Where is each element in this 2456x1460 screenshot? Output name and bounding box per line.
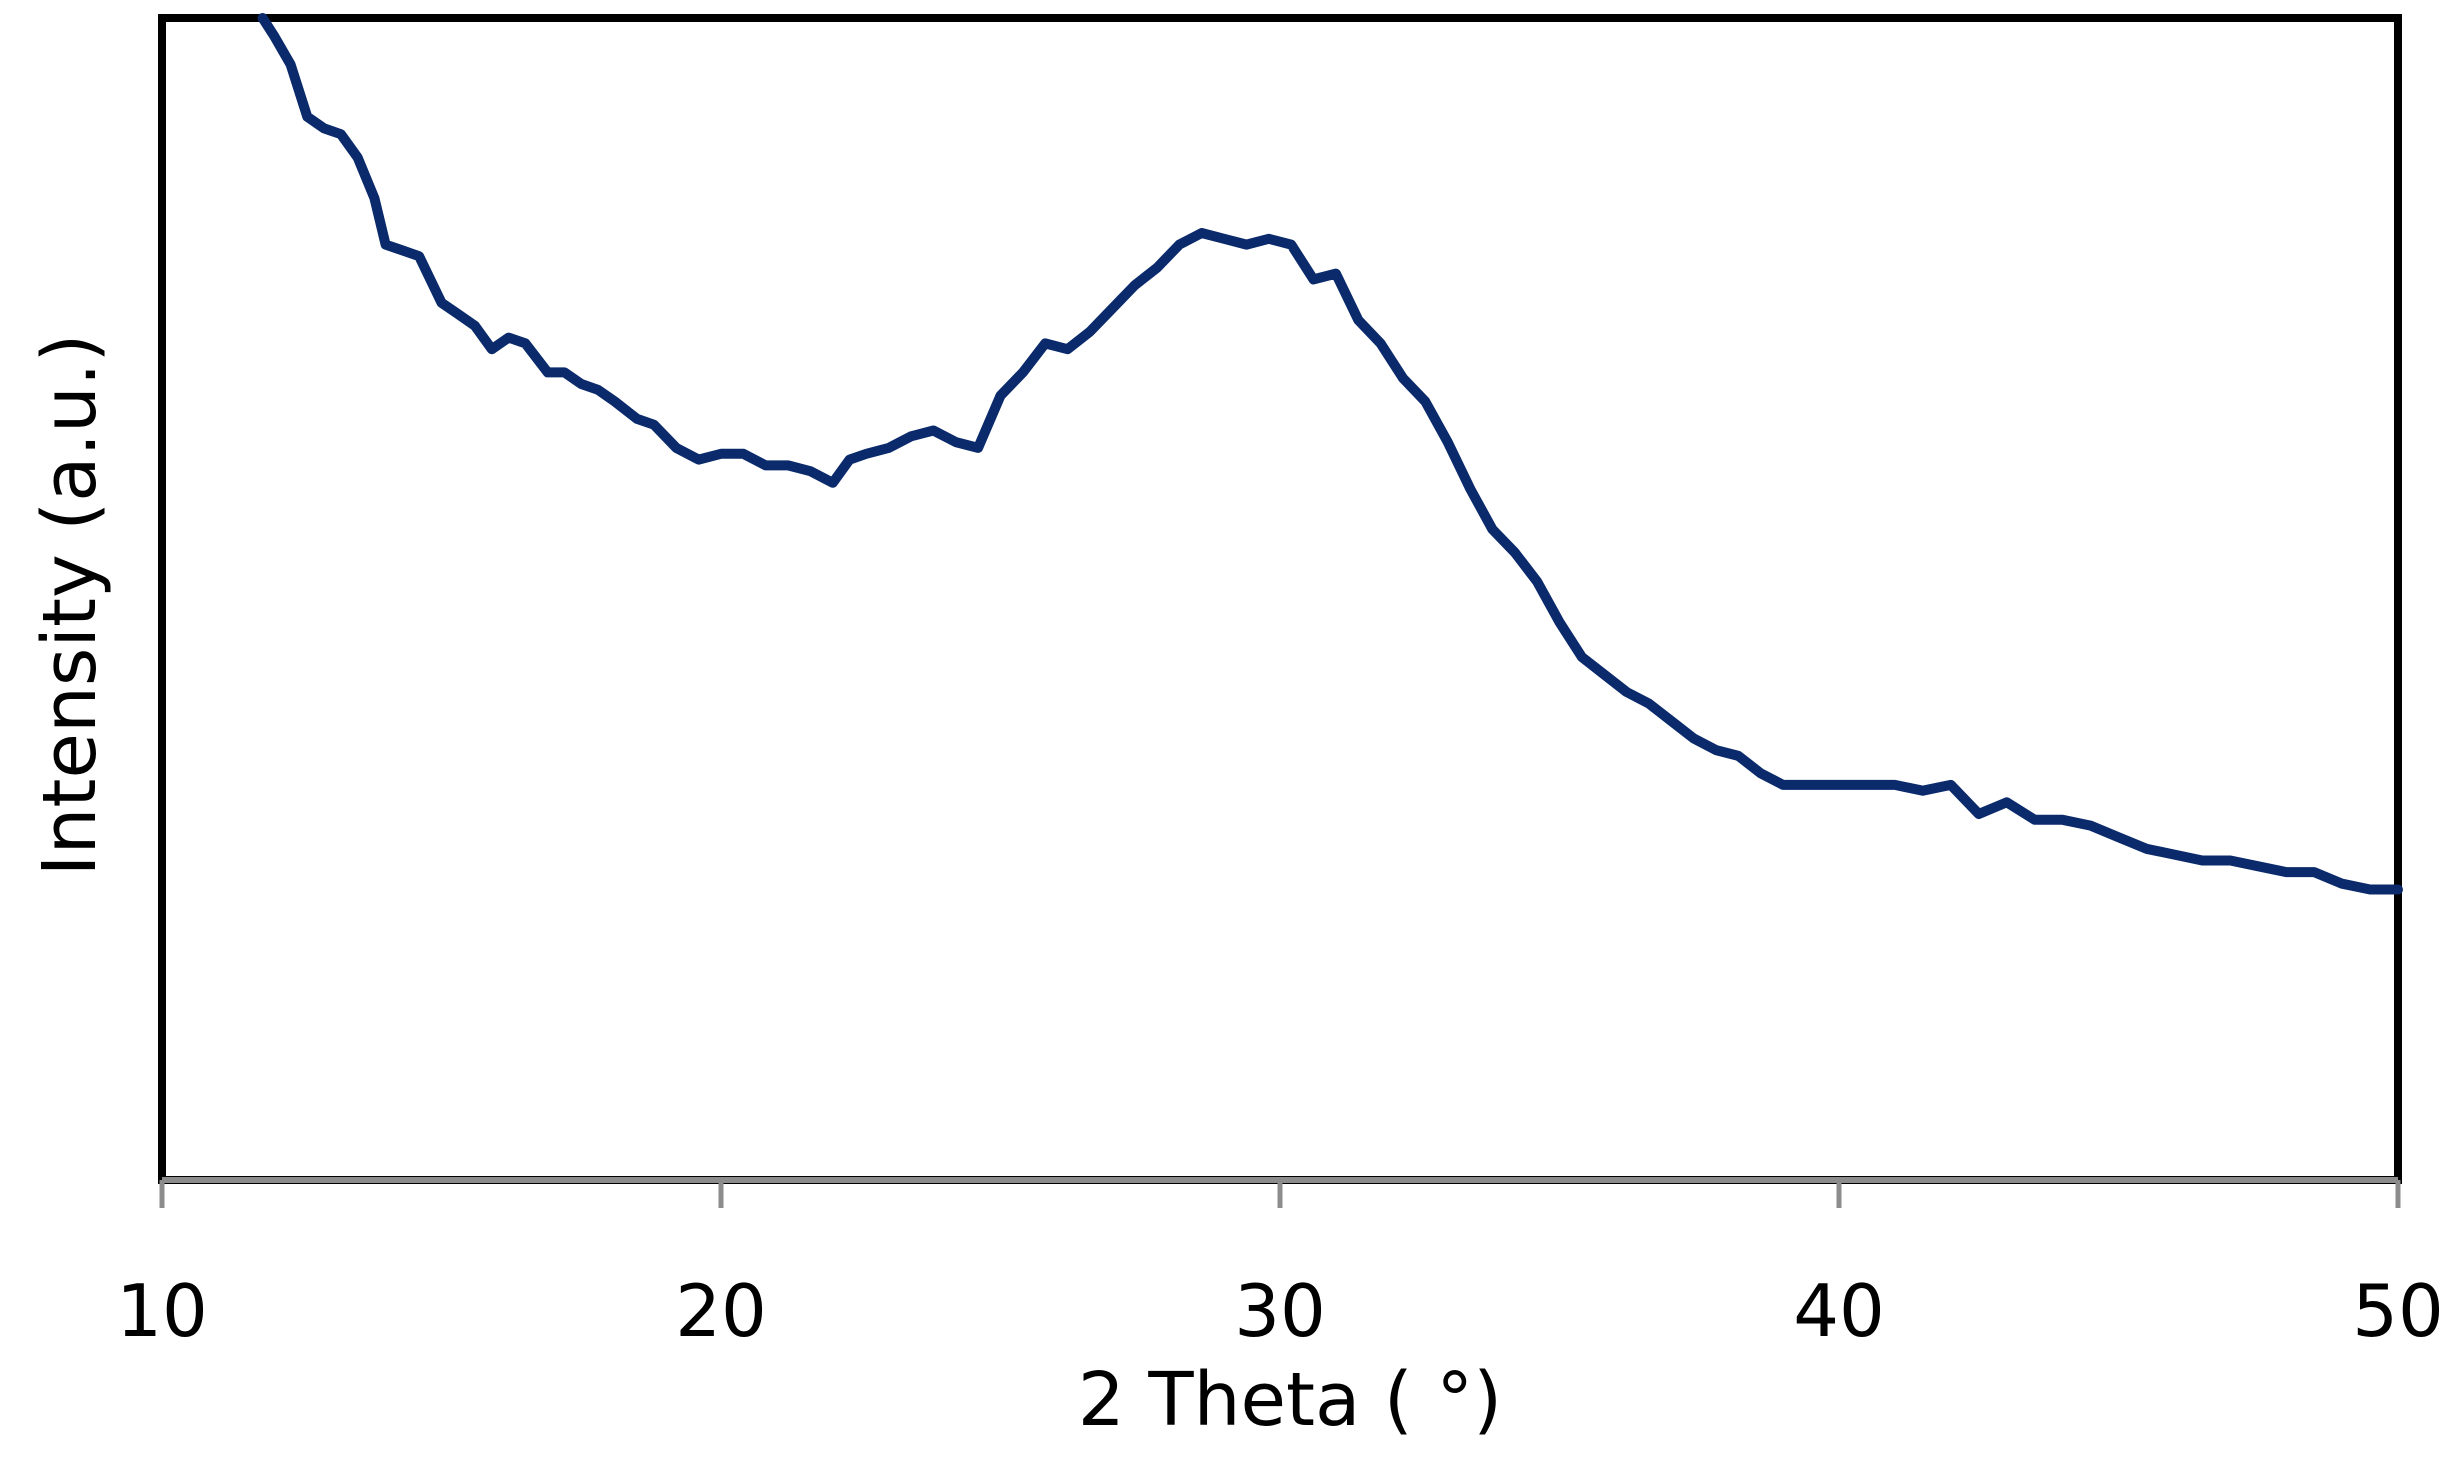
x-axis-label: 2 Theta ( °) (1078, 1357, 1502, 1443)
y-axis-label: Intensity (a.u.) (27, 334, 113, 877)
x-tick-label: 30 (1234, 1269, 1326, 1353)
plot-area (158, 13, 2403, 1184)
x-tick-label: 20 (675, 1269, 767, 1353)
intensity-line (257, 13, 2403, 895)
plot-frame (158, 14, 2402, 1184)
x-tick-label: 50 (2352, 1269, 2444, 1353)
x-tick-label: 40 (1793, 1269, 1885, 1353)
x-axis-tick-labels: 10 20 30 40 50 (116, 1269, 2444, 1353)
x-axis-ticks (159, 1180, 2401, 1208)
x-tick-label: 10 (116, 1269, 208, 1353)
